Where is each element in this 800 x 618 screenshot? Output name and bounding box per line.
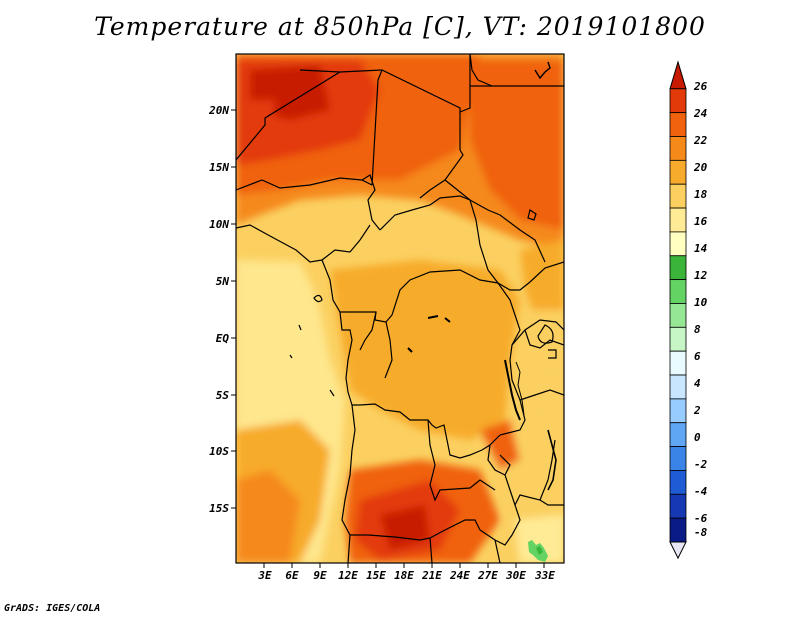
lat-label: 15N xyxy=(209,161,229,174)
lon-label: 18E xyxy=(394,569,414,582)
colorbar xyxy=(669,60,687,560)
borders xyxy=(236,54,564,563)
grads-credit: GrADS: IGES/COLA xyxy=(4,603,101,614)
lon-label: 3E xyxy=(257,569,272,582)
colorbar-label: -8 xyxy=(694,526,708,539)
lon-label: 6E xyxy=(285,569,299,582)
colorbar-swatch xyxy=(669,493,687,519)
colorbar-swatch xyxy=(669,231,687,257)
colorbar-swatch xyxy=(669,517,687,543)
colorbar-label: 14 xyxy=(694,242,708,255)
colorbar-top-arrow xyxy=(669,60,687,90)
colorbar-swatch xyxy=(669,88,687,114)
lon-label: 24E xyxy=(449,569,470,582)
colorbar-label: 18 xyxy=(694,188,708,201)
lon-label: 33E xyxy=(534,569,555,582)
map-frame xyxy=(235,53,565,564)
lat-label: 10S xyxy=(209,445,229,458)
lon-label: 12E xyxy=(338,569,358,582)
lat-label: 20N xyxy=(208,104,229,117)
lon-label: 15E xyxy=(366,569,386,582)
colorbar-swatch xyxy=(669,398,687,424)
lon-label: 9E xyxy=(313,569,327,582)
colorbar-label: -4 xyxy=(694,485,708,498)
colorbar-swatch xyxy=(669,350,687,376)
colorbar-swatch xyxy=(669,422,687,447)
map-title: Temperature at 850hPa [C], VT: 201910180… xyxy=(94,12,706,41)
colorbar-label: -6 xyxy=(694,512,708,525)
lat-label: 5S xyxy=(216,389,230,402)
colorbar-label: 6 xyxy=(694,350,701,363)
temperature-field xyxy=(236,54,564,563)
colorbar-label: 4 xyxy=(694,377,701,390)
colorbar-label: 2 xyxy=(693,404,701,417)
colorbar-labels: 26 24 22 20 18 16 14 12 10 8 6 4 2 0 -2 … xyxy=(693,80,708,539)
colorbar-swatch xyxy=(669,255,687,281)
colorbar-label: 12 xyxy=(694,269,708,282)
colorbar-swatch xyxy=(669,159,687,185)
colorbar-label: 26 xyxy=(693,80,708,93)
colorbar-swatch xyxy=(669,207,687,233)
colorbar-label: 8 xyxy=(694,323,701,336)
colorbar-swatch xyxy=(669,470,687,495)
colorbar-swatch xyxy=(669,279,687,304)
lat-label: 15S xyxy=(209,502,229,515)
lon-label: 27E xyxy=(477,569,498,582)
colorbar-label: 22 xyxy=(693,134,708,147)
colorbar-label: -2 xyxy=(694,458,708,471)
colorbar-label: 20 xyxy=(693,161,708,174)
colorbar-swatch xyxy=(669,374,687,400)
lat-label: EQ xyxy=(216,332,230,345)
colorbar-label: 16 xyxy=(694,215,708,228)
colorbar-label: 0 xyxy=(694,431,701,444)
colorbar-bottom-arrow xyxy=(669,541,687,560)
lat-label: 10N xyxy=(209,218,229,231)
colorbar-label: 24 xyxy=(693,107,708,120)
lon-label: 21E xyxy=(421,569,442,582)
lon-label: 30E xyxy=(505,569,526,582)
colorbar-swatch xyxy=(669,183,687,209)
lat-label: 5N xyxy=(216,275,230,288)
colorbar-swatch xyxy=(669,303,687,328)
colorbar-swatch xyxy=(669,112,687,137)
colorbar-swatch xyxy=(669,326,687,352)
colorbar-swatch xyxy=(669,136,687,161)
colorbar-label: 10 xyxy=(694,296,708,309)
colorbar-swatch xyxy=(669,446,687,471)
